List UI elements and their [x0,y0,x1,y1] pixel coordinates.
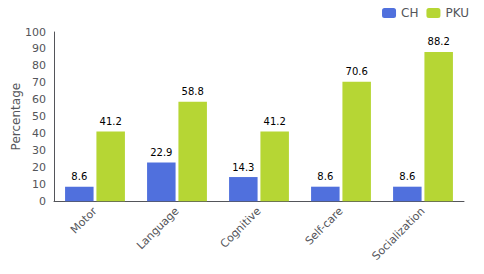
svg-text:30: 30 [32,144,46,157]
svg-text:Motor: Motor [68,204,100,236]
svg-text:Percentage: Percentage [9,83,23,151]
svg-text:8.6: 8.6 [317,171,333,182]
svg-text:50: 50 [32,110,46,123]
svg-text:70.6: 70.6 [346,66,368,77]
svg-text:Self-care: Self-care [303,204,346,247]
svg-text:70: 70 [32,76,46,89]
svg-text:10: 10 [32,178,46,191]
svg-text:90: 90 [32,42,46,55]
svg-text:8.6: 8.6 [399,171,415,182]
svg-text:22.9: 22.9 [150,147,172,158]
svg-text:41.2: 41.2 [100,116,122,127]
svg-text:CH: CH [401,6,418,20]
svg-text:41.2: 41.2 [264,116,286,127]
svg-text:20: 20 [32,161,46,174]
svg-text:Language: Language [134,204,182,252]
svg-text:60: 60 [32,93,46,106]
svg-text:8.6: 8.6 [71,171,87,182]
svg-text:Cognitive: Cognitive [218,204,264,250]
svg-text:40: 40 [32,127,46,140]
svg-text:100: 100 [25,26,46,39]
svg-text:PKU: PKU [445,6,469,20]
svg-text:0: 0 [39,195,46,208]
svg-text:14.3: 14.3 [232,162,254,173]
svg-text:Socialization: Socialization [369,205,427,263]
svg-text:88.2: 88.2 [428,36,450,47]
svg-text:80: 80 [32,59,46,72]
svg-text:58.8: 58.8 [182,86,204,97]
